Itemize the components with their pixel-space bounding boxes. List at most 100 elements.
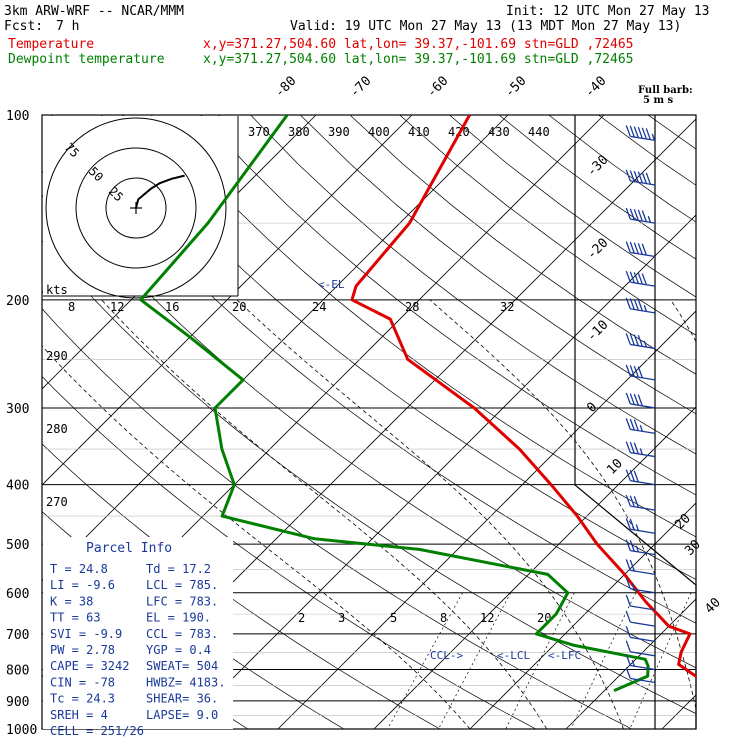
barb-flag bbox=[625, 392, 631, 405]
barb-shaft bbox=[630, 664, 656, 671]
barb-flag bbox=[625, 364, 631, 377]
barb-flag bbox=[629, 365, 635, 377]
hodograph-speed-label: 20 bbox=[232, 300, 246, 314]
hodograph-ring bbox=[75, 147, 197, 269]
profile-dewpoint-temperature bbox=[139, 115, 650, 692]
barb-flag bbox=[641, 273, 647, 285]
hodograph-speed-label: 8 bbox=[68, 300, 75, 314]
wind-barb bbox=[625, 626, 656, 643]
wind-barb bbox=[625, 125, 656, 142]
mixing-ratio-label: 12 bbox=[480, 611, 494, 625]
barb-flag bbox=[633, 209, 639, 221]
hodograph-speed-label: 32 bbox=[500, 300, 514, 314]
barb-half bbox=[635, 545, 639, 553]
barb-shaft bbox=[630, 375, 656, 381]
wind-barb bbox=[625, 610, 656, 627]
barb-flag bbox=[645, 128, 651, 140]
barb-shaft bbox=[630, 218, 656, 224]
wind-barb bbox=[625, 539, 656, 556]
barb-flag bbox=[629, 208, 635, 220]
parcel-row-left: CELL = 251/26 bbox=[50, 724, 144, 738]
barb-flag bbox=[637, 394, 643, 406]
barb-shaft bbox=[630, 428, 656, 435]
barb-shaft bbox=[630, 549, 656, 556]
wind-barb bbox=[625, 207, 656, 224]
barb-shaft bbox=[630, 528, 656, 534]
wind-barb bbox=[625, 418, 656, 435]
mixing-ratio-label: 3 bbox=[338, 611, 345, 625]
barb-flag bbox=[625, 610, 631, 623]
wind-barb bbox=[625, 469, 656, 486]
profiles bbox=[139, 115, 696, 692]
wind-barb bbox=[625, 518, 656, 534]
barb-flag bbox=[629, 170, 635, 182]
barb-flag bbox=[633, 419, 639, 431]
barb-flag bbox=[625, 169, 631, 182]
theta-label: 370 bbox=[248, 125, 270, 139]
barb-flag bbox=[629, 298, 635, 310]
barb-shaft bbox=[630, 677, 656, 684]
barb-flag bbox=[629, 518, 635, 531]
barb-flag bbox=[629, 470, 635, 482]
barb-shaft bbox=[630, 605, 656, 611]
wind-barb bbox=[625, 364, 656, 381]
forecast-hour: 7 h bbox=[56, 19, 79, 34]
lcl-marker: <-LCL bbox=[497, 649, 530, 662]
theta-label: 380 bbox=[288, 125, 310, 139]
isotherm-line bbox=[373, 406, 696, 729]
isotherm-line bbox=[42, 115, 413, 486]
barb-half bbox=[639, 424, 643, 432]
barb-half bbox=[647, 215, 651, 223]
parcel-row-left: SREH = 4 bbox=[50, 708, 108, 722]
plot-frame bbox=[41, 114, 697, 730]
barb-shaft bbox=[630, 636, 656, 643]
hodograph-trace bbox=[135, 174, 185, 209]
barb-shaft bbox=[630, 343, 656, 350]
barb-shaft bbox=[630, 505, 656, 511]
pressure-tick-label: 200 bbox=[6, 294, 29, 309]
legend-temperature: Temperature bbox=[8, 37, 94, 52]
hodograph-speed-label: 12 bbox=[110, 300, 124, 314]
wind-barb bbox=[625, 441, 656, 458]
barb-flag bbox=[629, 393, 635, 405]
model-title: 3km ARW-WRF -- NCAR/MMM bbox=[4, 4, 184, 19]
barb-flag bbox=[637, 171, 643, 183]
mixing-ratio-line bbox=[629, 592, 692, 729]
parcel-bg bbox=[43, 537, 233, 729]
barb-shaft bbox=[630, 480, 656, 486]
barb-flag bbox=[629, 540, 635, 552]
barb-flag bbox=[633, 496, 639, 508]
barb-flag bbox=[625, 667, 631, 679]
barb-flag bbox=[633, 442, 639, 454]
wind-barb bbox=[625, 241, 656, 258]
barb-flag bbox=[625, 494, 631, 507]
barb-flag bbox=[629, 495, 635, 507]
wind-barb bbox=[625, 667, 656, 684]
hodograph-speed-label: 16 bbox=[165, 300, 179, 314]
barb-shaft bbox=[630, 588, 656, 594]
parcel-info-box: Parcel Info T = 24.8 Td = 17.2 LI = -9.6 LC… bbox=[43, 537, 233, 738]
pressure-tick-label: 700 bbox=[6, 628, 29, 643]
wind-barb bbox=[625, 640, 656, 657]
barb-flag bbox=[629, 418, 635, 431]
parcel-info-title: Parcel Info bbox=[86, 541, 172, 556]
wind-barb bbox=[625, 169, 656, 186]
parcel-row-left: CIN = -78 bbox=[50, 675, 115, 689]
barb-flag bbox=[641, 210, 647, 222]
barb-flag bbox=[625, 559, 631, 571]
barb-flag bbox=[633, 334, 639, 346]
barb-flag bbox=[625, 241, 631, 253]
hodograph-ring bbox=[105, 177, 167, 239]
isotherm-line bbox=[277, 310, 696, 729]
barb-shaft bbox=[630, 281, 656, 287]
barb-flag bbox=[625, 333, 631, 345]
parcel-row-left: K = 38 bbox=[50, 594, 93, 608]
barb-flag bbox=[629, 125, 635, 138]
wind-barb bbox=[625, 270, 656, 287]
legend-dewpoint-info: x,y=371.27,504.60 lat,lon= 39.37,-101.69… bbox=[203, 52, 633, 67]
barb-flag bbox=[625, 577, 631, 590]
level-markers: <-EL CCL-> <-LCL <-LFC bbox=[318, 278, 581, 662]
hodograph-unit: kts bbox=[46, 283, 68, 297]
moist-adiabat bbox=[42, 345, 471, 729]
